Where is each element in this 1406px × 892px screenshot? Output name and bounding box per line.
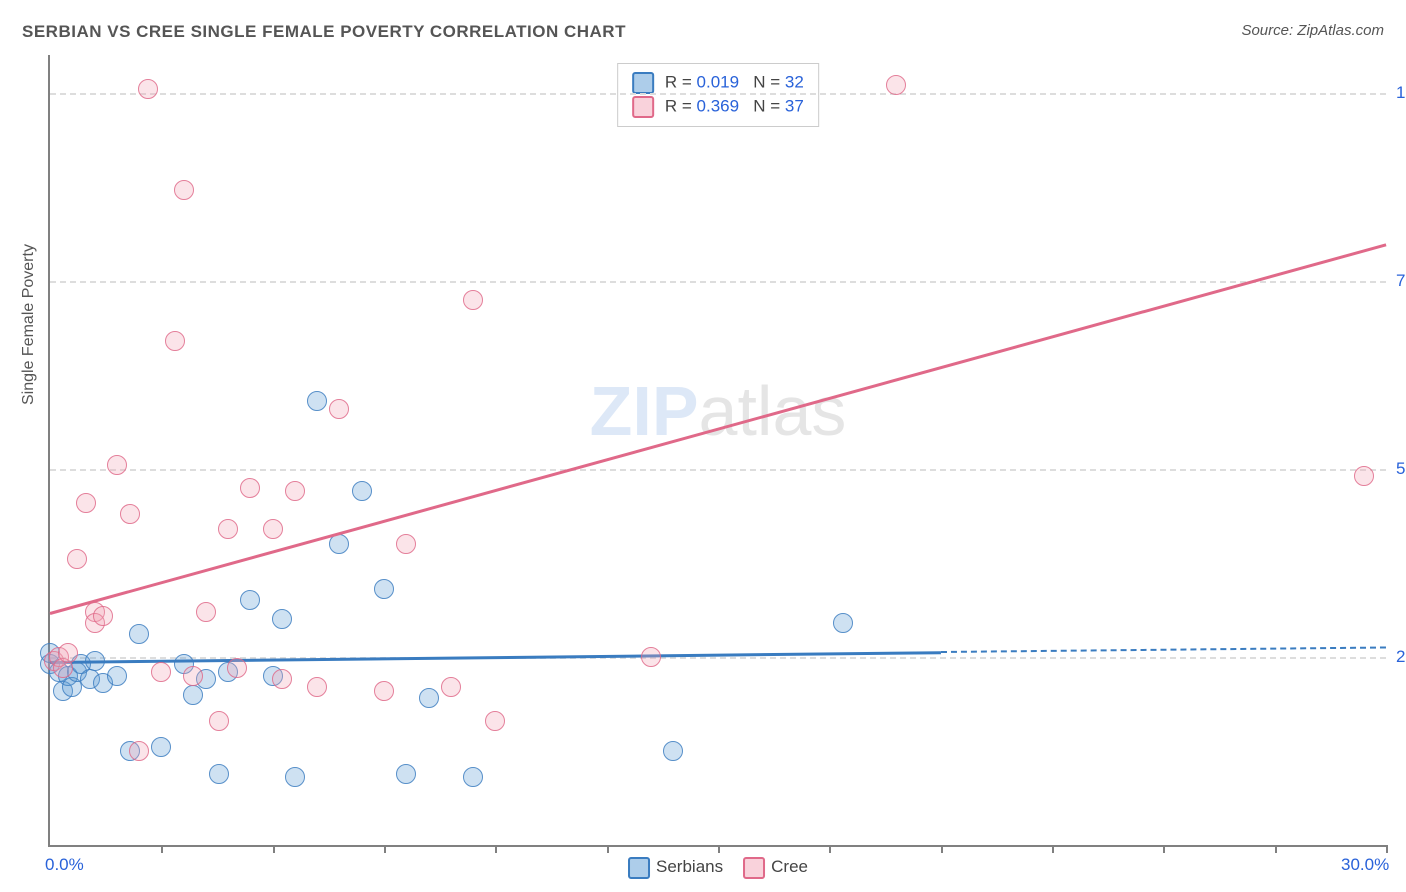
scatter-point: [209, 764, 229, 784]
chart-title: SERBIAN VS CREE SINGLE FEMALE POVERTY CO…: [22, 22, 626, 42]
x-tick: [384, 845, 386, 853]
scatter-point: [396, 764, 416, 784]
scatter-point: [833, 613, 853, 633]
scatter-point: [218, 519, 238, 539]
x-tick: [1052, 845, 1054, 853]
scatter-point: [396, 534, 416, 554]
scatter-point: [67, 549, 87, 569]
scatter-point: [76, 493, 96, 513]
scatter-point: [120, 504, 140, 524]
scatter-point: [196, 602, 216, 622]
source-label: Source: ZipAtlas.com: [1241, 22, 1384, 39]
trendline: [50, 243, 1387, 615]
gridline: [50, 469, 1386, 471]
x-tick: [1386, 845, 1388, 853]
x-tick: [941, 845, 943, 853]
x-tick-label: 30.0%: [1341, 855, 1389, 875]
x-tick: [829, 845, 831, 853]
gridline: [50, 93, 1386, 95]
scatter-point: [107, 455, 127, 475]
scatter-point: [463, 767, 483, 787]
x-tick-label: 0.0%: [45, 855, 84, 875]
y-tick-label: 50.0%: [1396, 459, 1406, 479]
x-tick: [273, 845, 275, 853]
gridline: [50, 281, 1386, 283]
scatter-point: [272, 669, 292, 689]
x-tick: [718, 845, 720, 853]
scatter-point: [174, 180, 194, 200]
legend-correlation: R = 0.019 N = 32 R = 0.369 N = 37: [617, 63, 819, 127]
y-tick-label: 25.0%: [1396, 647, 1406, 667]
scatter-point: [329, 399, 349, 419]
trendline-extrapolated: [941, 646, 1386, 653]
scatter-point: [151, 662, 171, 682]
scatter-point: [240, 590, 260, 610]
scatter-point: [93, 606, 113, 626]
scatter-point: [129, 741, 149, 761]
scatter-point: [209, 711, 229, 731]
scatter-point: [1354, 466, 1374, 486]
legend-row: R = 0.019 N = 32: [632, 72, 804, 94]
x-tick: [161, 845, 163, 853]
scatter-point: [352, 481, 372, 501]
scatter-point: [886, 75, 906, 95]
legend-series: Serbians Cree: [618, 857, 818, 879]
scatter-point: [240, 478, 260, 498]
y-tick-label: 75.0%: [1396, 271, 1406, 291]
scatter-point: [663, 741, 683, 761]
scatter-point: [307, 677, 327, 697]
scatter-point: [641, 647, 661, 667]
scatter-point: [58, 643, 78, 663]
x-tick: [1163, 845, 1165, 853]
scatter-point: [419, 688, 439, 708]
scatter-point: [307, 391, 327, 411]
plot-area: Single Female Poverty ZIPatlas R = 0.019…: [48, 55, 1386, 847]
scatter-point: [107, 666, 127, 686]
scatter-point: [129, 624, 149, 644]
legend-item: Serbians: [628, 857, 723, 876]
scatter-point: [374, 579, 394, 599]
x-tick: [495, 845, 497, 853]
scatter-point: [151, 737, 171, 757]
scatter-point: [138, 79, 158, 99]
scatter-point: [263, 519, 283, 539]
scatter-point: [374, 681, 394, 701]
scatter-point: [285, 767, 305, 787]
x-tick: [1275, 845, 1277, 853]
legend-item: Cree: [743, 857, 808, 876]
scatter-point: [485, 711, 505, 731]
legend-row: R = 0.369 N = 37: [632, 96, 804, 118]
watermark: ZIPatlas: [590, 371, 847, 451]
scatter-point: [285, 481, 305, 501]
scatter-point: [463, 290, 483, 310]
scatter-point: [272, 609, 292, 629]
scatter-point: [183, 666, 203, 686]
x-tick: [607, 845, 609, 853]
scatter-point: [165, 331, 185, 351]
chart-container: Single Female Poverty ZIPatlas R = 0.019…: [48, 55, 1384, 845]
scatter-point: [441, 677, 461, 697]
y-axis-label: Single Female Poverty: [20, 244, 38, 405]
y-tick-label: 100.0%: [1396, 83, 1406, 103]
scatter-point: [227, 658, 247, 678]
